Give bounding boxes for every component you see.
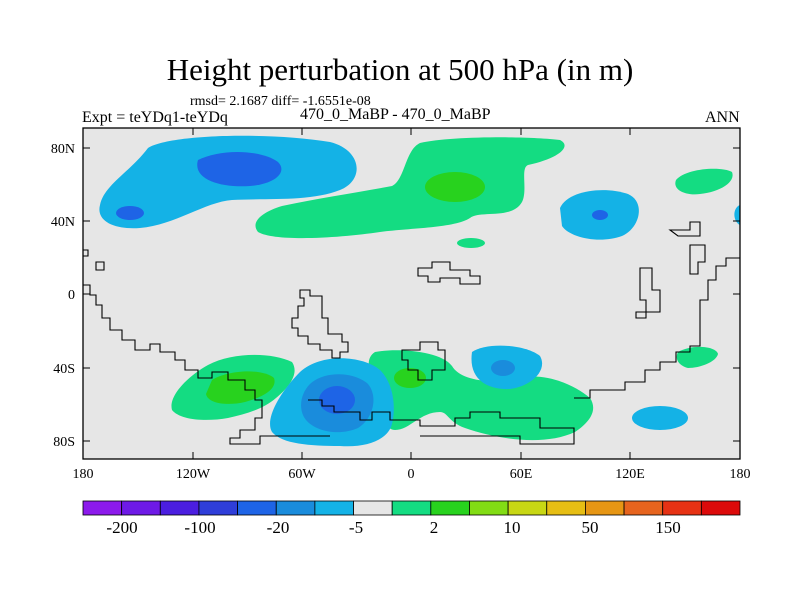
- colorbar-swatch: [662, 500, 702, 516]
- contour-negative-north-core: [197, 151, 282, 187]
- lon-label: 120W: [176, 467, 211, 482]
- colorbar-label: -200: [106, 518, 137, 537]
- lat-label: 40N: [51, 215, 75, 230]
- lon-label: 180: [73, 467, 94, 482]
- colorbar-swatch: [121, 500, 161, 516]
- lon-tick-labels: 180 120W 60W 0 60E 120E 180: [73, 467, 751, 482]
- lat-label: 40S: [53, 362, 75, 377]
- lat-label: 0: [68, 288, 75, 303]
- colorbar-swatch: [275, 500, 316, 516]
- lon-label: 0: [408, 467, 415, 482]
- colorbar-swatch: [82, 500, 123, 516]
- colorbar-swatch: [198, 500, 238, 516]
- lat-tick-labels: 80N 40N 0 40S 80S: [51, 142, 75, 450]
- colorbar-swatch: [314, 500, 354, 516]
- contour-positive-southwest-core: [206, 371, 275, 404]
- coastlines: [83, 221, 740, 445]
- case-label: 470_0_MaBP - 470_0_MaBP: [300, 106, 491, 123]
- contour-negative-south-core: [319, 386, 355, 414]
- contour-positive-northeast: [675, 168, 733, 195]
- lon-label: 60E: [510, 467, 533, 482]
- coastline-southeast-asia: [689, 244, 706, 275]
- coastline-north-africa: [417, 261, 481, 285]
- coastline-africa: [401, 341, 446, 381]
- colorbar-label: 2: [430, 518, 439, 537]
- lon-tick-marks: [82, 128, 741, 459]
- colorbar-swatch: [585, 500, 625, 516]
- colorbar-label: 150: [655, 518, 681, 537]
- contour-positive-small: [457, 238, 485, 248]
- lat-label: 80N: [51, 142, 75, 157]
- lon-label: 60W: [288, 467, 316, 482]
- coastline-east-islands: [639, 267, 661, 313]
- contour-positive-north-core: [425, 172, 485, 202]
- rmsd-stats: rmsd= 2.1687 diff= -1.6551e-08: [190, 94, 371, 109]
- colorbar-labels: -200 -100 -20 -5 2 10 50 150: [106, 518, 680, 537]
- coastline-antarctic-shelf: [308, 399, 575, 445]
- contour-positive-north: [255, 137, 565, 239]
- colorbar-label: 10: [504, 518, 521, 537]
- colorbar-swatch: [546, 500, 586, 516]
- coastline-tiny-1: [95, 261, 105, 271]
- season-label: ANN: [705, 109, 740, 126]
- colorbar-label: -20: [267, 518, 290, 537]
- lat-tick-marks: [83, 147, 740, 442]
- colorbar-swatch: [430, 500, 470, 516]
- colorbar-swatch: [507, 500, 548, 516]
- colorbar-swatch: [700, 500, 741, 516]
- colorbar-swatch: [237, 500, 277, 516]
- contour-negative-northeast-core: [592, 210, 608, 220]
- coastline-south-america: [291, 289, 349, 359]
- coastline-tiny-2: [635, 311, 647, 319]
- coastline-tiny-3: [83, 249, 89, 257]
- experiment-label: Expt = teYDq1-teYDq: [82, 109, 228, 126]
- coastline-east: [574, 257, 740, 399]
- colorbar: [82, 500, 741, 516]
- lon-label: 120E: [615, 467, 645, 482]
- contour-negative-farsoutheast: [632, 406, 688, 430]
- colorbar-swatch: [353, 500, 393, 516]
- coastline-west: [83, 284, 330, 445]
- contour-negative-small: [116, 206, 144, 220]
- plot-title: Height perturbation at 500 hPa (in m): [166, 52, 634, 87]
- colorbar-swatch: [469, 500, 509, 516]
- colorbar-label: 50: [582, 518, 599, 537]
- contour-negative-eastedge: [734, 205, 740, 225]
- colorbar-label: -100: [184, 518, 215, 537]
- lon-label: 180: [730, 467, 751, 482]
- contour-fields: [99, 135, 740, 447]
- colorbar-label: -5: [349, 518, 363, 537]
- coastline-northeast-bay: [668, 221, 701, 237]
- contour-negative-southeast-core: [491, 360, 515, 376]
- colorbar-swatch: [159, 500, 200, 516]
- contour-positive-southcentral-core: [394, 368, 426, 388]
- colorbar-swatch: [391, 500, 432, 516]
- colorbar-swatch: [623, 500, 664, 516]
- lat-label: 80S: [53, 435, 75, 450]
